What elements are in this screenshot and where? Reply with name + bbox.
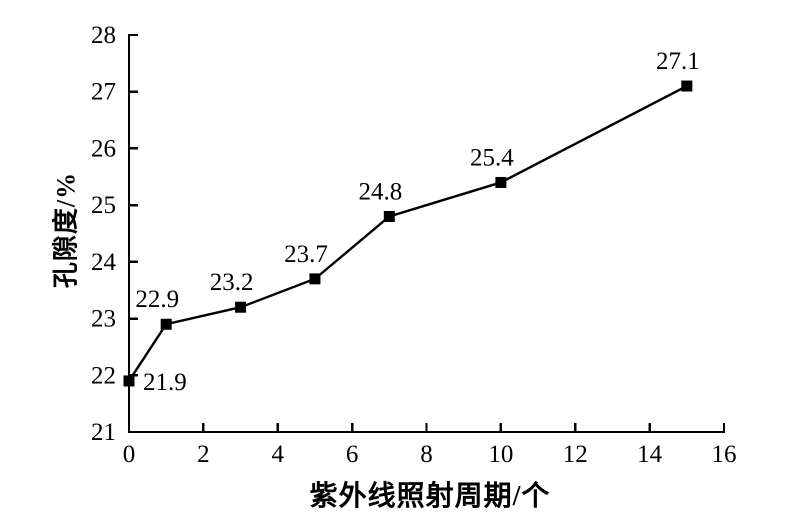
y-tick-label: 21 [91,419,116,446]
y-tick-label: 26 [91,135,116,162]
y-tick-label: 23 [91,306,116,333]
data-point-marker [235,301,247,313]
x-tick-label: 4 [272,441,285,468]
data-point-label: 23.7 [284,241,328,268]
data-point-label: 25.4 [470,144,514,171]
y-tick-label: 28 [91,22,116,49]
data-labels: 21.9 22.9 23.2 23.7 24.8 25.4 27.1 [135,48,699,396]
data-point-marker [309,273,321,285]
y-axis-title: 孔隙度/% [51,171,81,289]
data-line [127,84,688,382]
data-point-marker [495,176,507,188]
data-point-label: 21.9 [143,369,187,396]
x-tick-label: 0 [123,441,136,468]
data-point-label: 27.1 [656,48,700,75]
x-tick-label: 8 [420,441,433,468]
y-tick-label: 25 [91,192,116,219]
x-tick-label: 16 [712,441,737,468]
y-tick-label: 27 [91,79,116,106]
y-tick-label: 24 [91,249,117,276]
x-tick-label: 10 [488,441,513,468]
data-point-label: 23.2 [210,269,254,296]
data-point-marker [383,210,395,222]
x-tick-label: 2 [197,441,210,468]
data-point-marker [681,80,693,92]
data-point-label: 24.8 [358,178,402,205]
data-points [123,80,693,387]
data-point-label: 22.9 [135,286,179,313]
axes [127,33,726,434]
x-tick-label: 14 [637,441,663,468]
x-axis-title: 紫外线照射周期/个 [309,481,551,512]
data-point-marker [123,375,135,387]
data-point-marker [160,318,172,330]
x-tick-label: 6 [346,441,359,468]
y-tick-label: 22 [91,362,116,389]
x-tick-label: 12 [563,441,588,468]
